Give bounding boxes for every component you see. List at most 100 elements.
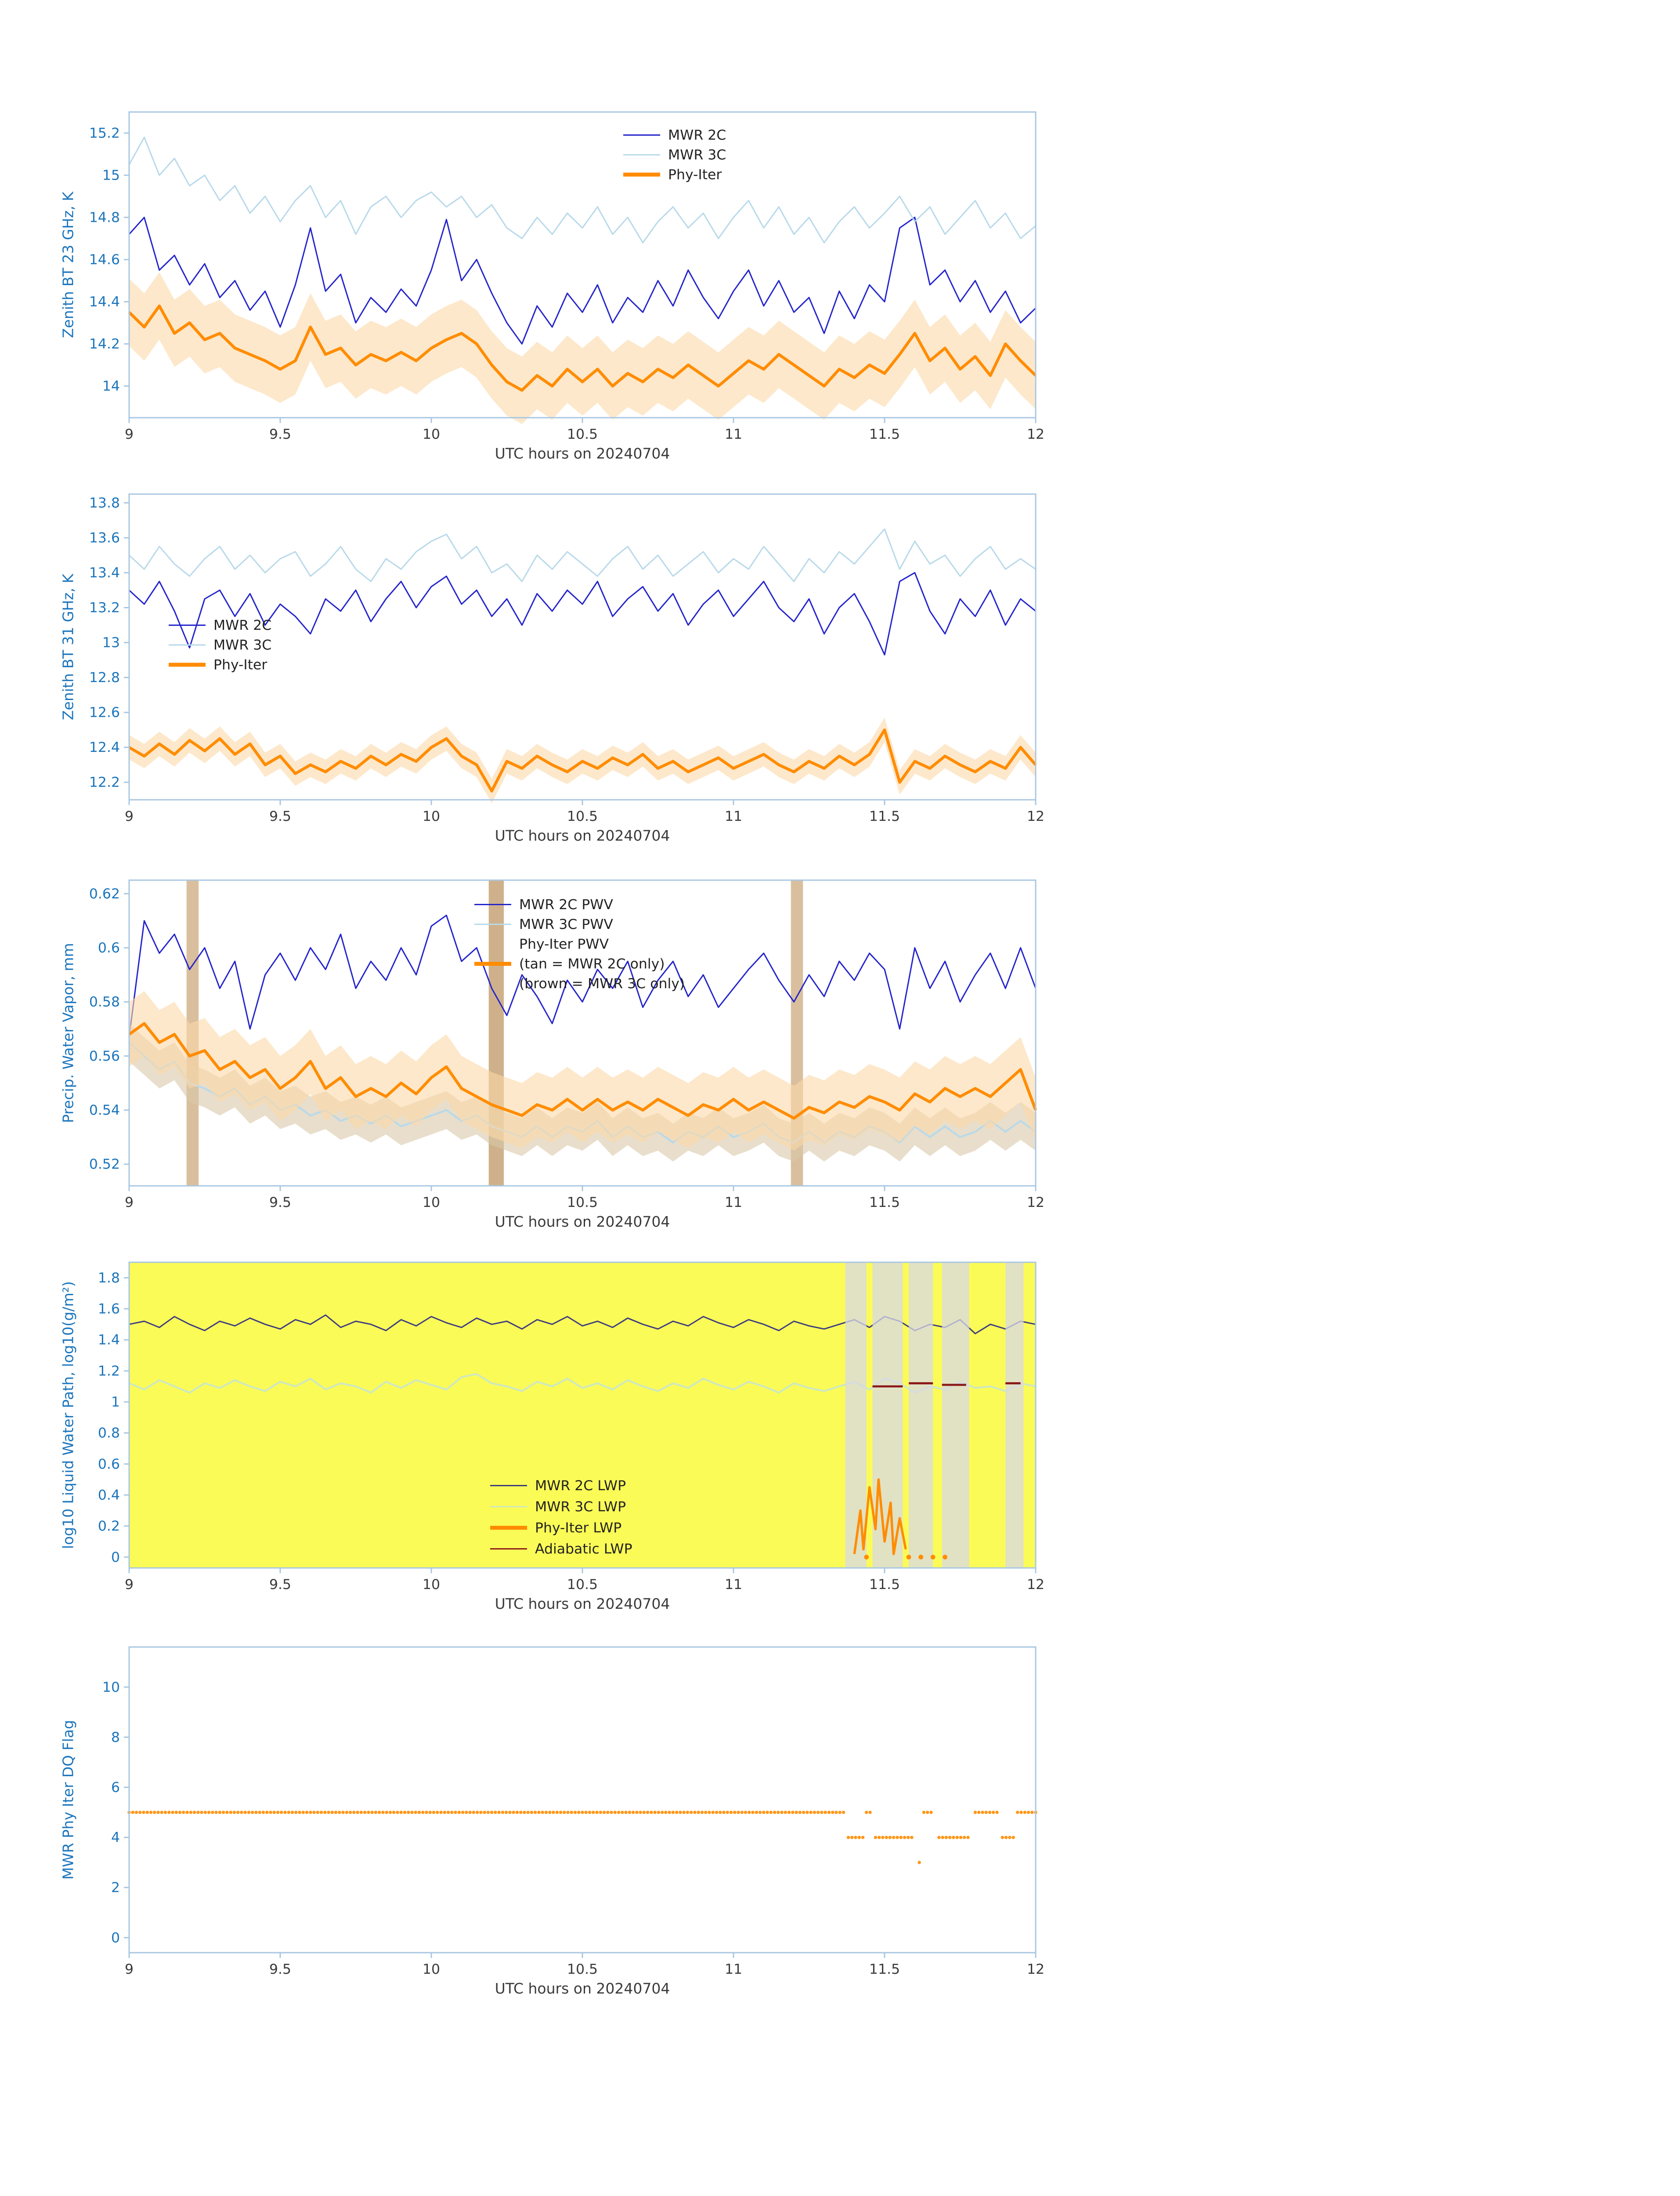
dq-flag-dot: [512, 1810, 515, 1814]
dq-flag-dot: [962, 1835, 966, 1839]
dq-flag-dot: [798, 1810, 802, 1814]
dq-flag-dot: [359, 1810, 363, 1814]
y-tick-label: 1.4: [98, 1332, 120, 1348]
dq-flag-dot: [929, 1810, 933, 1814]
legend-entry: (brown = MWR 3C only): [474, 975, 685, 992]
dq-flag-dot: [881, 1835, 885, 1839]
dq-flag-dot: [910, 1835, 914, 1839]
dq-flag-dot: [1030, 1810, 1034, 1814]
y-tick-label: 0.56: [89, 1048, 120, 1064]
dq-flag-dot: [261, 1810, 265, 1814]
dq-flag-dot: [896, 1835, 899, 1839]
dq-flag-dot: [813, 1810, 817, 1814]
dq-flag-dot: [773, 1810, 777, 1814]
dq-flag-dot: [182, 1810, 185, 1814]
dq-flag-dot: [483, 1810, 486, 1814]
dq-flag-dot: [937, 1835, 941, 1839]
dq-flag-dot: [944, 1835, 948, 1839]
dq-flag-dot: [334, 1810, 338, 1814]
dq-flag-dot: [312, 1810, 316, 1814]
dq-flag-dot: [544, 1810, 548, 1814]
legend-line-swatch: [474, 904, 511, 905]
dq-flag-dot: [726, 1810, 729, 1814]
legend-line-swatch: [490, 1506, 527, 1507]
y-tick-label: 1.8: [98, 1270, 120, 1286]
dq-flag-dot: [218, 1810, 222, 1814]
dq-flag-dot: [838, 1810, 842, 1814]
dq-flag-dot: [733, 1810, 737, 1814]
dq-flag-dot: [613, 1810, 617, 1814]
dq-flag-dot: [406, 1810, 410, 1814]
dq-flag-dot: [167, 1810, 171, 1814]
dq-flag-dot: [977, 1810, 981, 1814]
y-axis-label-bt31: Zenith BT 31 GHz, K: [60, 574, 77, 720]
legend-label: MWR 3C: [668, 147, 726, 163]
dq-flag-dot: [240, 1810, 243, 1814]
dq-flag-dot: [941, 1835, 944, 1839]
dq-flag-dot: [385, 1810, 388, 1814]
dq-flag-dot: [454, 1810, 457, 1814]
x-tick-label: 11: [725, 1961, 742, 1977]
dq-flag-dot: [269, 1810, 272, 1814]
legend-label: (brown = MWR 3C only): [519, 975, 685, 992]
dq-flag-dot: [1019, 1810, 1023, 1814]
x-tick-label: 11.5: [869, 426, 900, 442]
dq-flag-dot: [973, 1810, 977, 1814]
x-axis-label-lwp: UTC hours on 20240704: [495, 1596, 670, 1613]
x-tick-label: 9: [125, 426, 134, 442]
panel-lwp: 9 9.5 10 10.5 11 11.5 12 0 0.2 0.4 0.6 0.8 1 1.2 1.4 1.…: [98, 1261, 1044, 1593]
legend-entry: MWR 3C LWP: [490, 1498, 626, 1515]
panel-dqflag: 9 9.5 10 10.5 11 11.5 12 0 2 4 6 8 10: [102, 1646, 1044, 1977]
y-tick-label: 0.52: [89, 1156, 120, 1172]
dq-flag-dot: [530, 1810, 534, 1814]
x-axis-label-bt23: UTC hours on 20240704: [495, 445, 670, 462]
dq-flag-dot: [403, 1810, 407, 1814]
dq-flag-dot: [755, 1810, 759, 1814]
legend-entry: MWR 3C: [623, 146, 726, 163]
dq-flag-dot: [247, 1810, 251, 1814]
y-tick-label: 12.8: [89, 670, 120, 686]
dq-flag-dot: [352, 1810, 356, 1814]
y-axis-label-dqflag: MWR Phy Iter DQ Flag: [60, 1720, 77, 1880]
x-tick-label: 10: [423, 1195, 440, 1210]
dq-flag-dot: [1023, 1810, 1026, 1814]
dq-flag-dot: [254, 1810, 258, 1814]
dq-flag-dot: [486, 1810, 490, 1814]
x-tick-label: 9.5: [269, 809, 291, 824]
dq-flag-dot: [519, 1810, 523, 1814]
dq-flag-dot: [660, 1810, 664, 1814]
dq-flag-dot: [868, 1810, 872, 1814]
dq-flag-dot: [700, 1810, 704, 1814]
dq-flag-dot: [864, 1810, 868, 1814]
dq-flag-dot: [1001, 1835, 1004, 1839]
dq-flag-dot: [338, 1810, 341, 1814]
dq-flag-dot: [602, 1810, 606, 1814]
y-tick-label: 0.8: [98, 1425, 120, 1441]
dq-flag-dot: [806, 1810, 809, 1814]
y-tick-label: 14.6: [89, 252, 120, 268]
x-tick-label: 10.5: [567, 1961, 598, 1977]
dq-flag-dot: [610, 1810, 613, 1814]
dq-flag-dot: [192, 1810, 196, 1814]
dq-flag-dot: [548, 1810, 552, 1814]
dq-flag-dot: [729, 1810, 733, 1814]
legend-line-swatch: [490, 1548, 527, 1549]
legend-entry: Phy-Iter: [169, 656, 267, 673]
dq-flag-dot: [196, 1810, 200, 1814]
series-line-phy-iter: [128, 304, 1037, 392]
dq-flag-dot: [225, 1810, 229, 1814]
dq-flag-dot: [363, 1810, 367, 1814]
dq-flag-dot: [850, 1835, 854, 1839]
legend-label: Phy-Iter PWV: [519, 936, 609, 952]
x-tick-label: 10: [423, 809, 440, 824]
dq-flag-dot: [207, 1810, 211, 1814]
x-tick-label: 11.5: [869, 809, 900, 824]
x-tick-label: 9.5: [269, 1577, 291, 1593]
dq-flag-dot: [356, 1810, 359, 1814]
dq-flag-dot: [671, 1810, 675, 1814]
dq-flag-dot: [650, 1810, 653, 1814]
x-tick-label: 9.5: [269, 426, 291, 442]
x-tick-label: 10: [423, 1961, 440, 1977]
